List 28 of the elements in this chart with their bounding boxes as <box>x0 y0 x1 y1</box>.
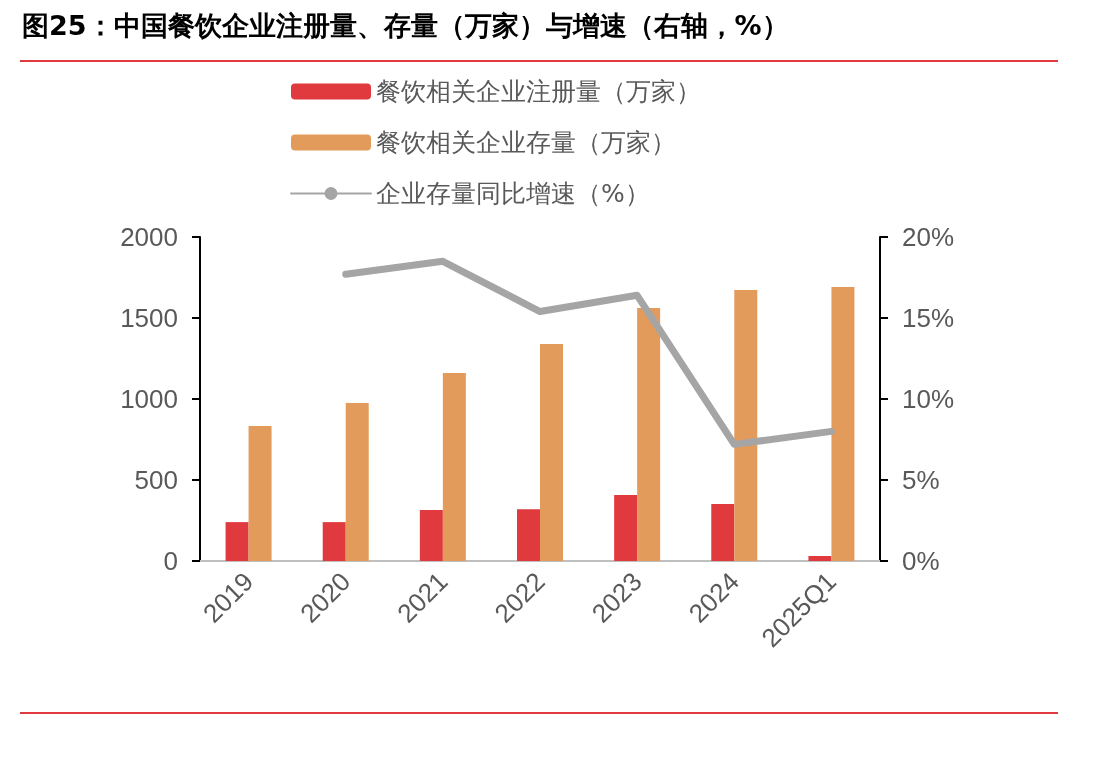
bar <box>419 509 443 561</box>
bar <box>540 343 563 561</box>
bar <box>442 373 466 561</box>
chart-title: 图25：中国餐饮企业注册量、存量（万家）与增速（右轴，%） <box>22 9 789 43</box>
bar <box>248 426 272 561</box>
y2-tick-label: 0% <box>902 546 940 576</box>
y2-tick-label: 20% <box>902 222 955 252</box>
bar <box>345 403 369 561</box>
y2-tick-label: 15% <box>902 303 955 333</box>
y-tick-label: 500 <box>134 465 178 495</box>
legend-label: 企业存量同比增速（%） <box>376 179 650 208</box>
legend-label: 餐饮相关企业注册量（万家） <box>376 77 701 106</box>
y-tick-label: 1500 <box>120 303 178 333</box>
bar <box>225 522 249 561</box>
bar <box>614 495 638 561</box>
y2-tick-label: 5% <box>902 465 940 495</box>
y-tick-label: 1000 <box>120 384 178 414</box>
bar <box>831 287 855 561</box>
y-tick-label: 0 <box>163 546 178 576</box>
bar <box>808 555 832 561</box>
legend-label: 餐饮相关企业存量（万家） <box>376 128 676 157</box>
bar <box>322 522 346 561</box>
bar <box>637 307 661 561</box>
y2-tick-label: 10% <box>902 384 955 414</box>
bar <box>517 509 540 561</box>
bar <box>711 503 735 561</box>
y-tick-label: 2000 <box>120 222 178 252</box>
bar <box>734 289 758 561</box>
